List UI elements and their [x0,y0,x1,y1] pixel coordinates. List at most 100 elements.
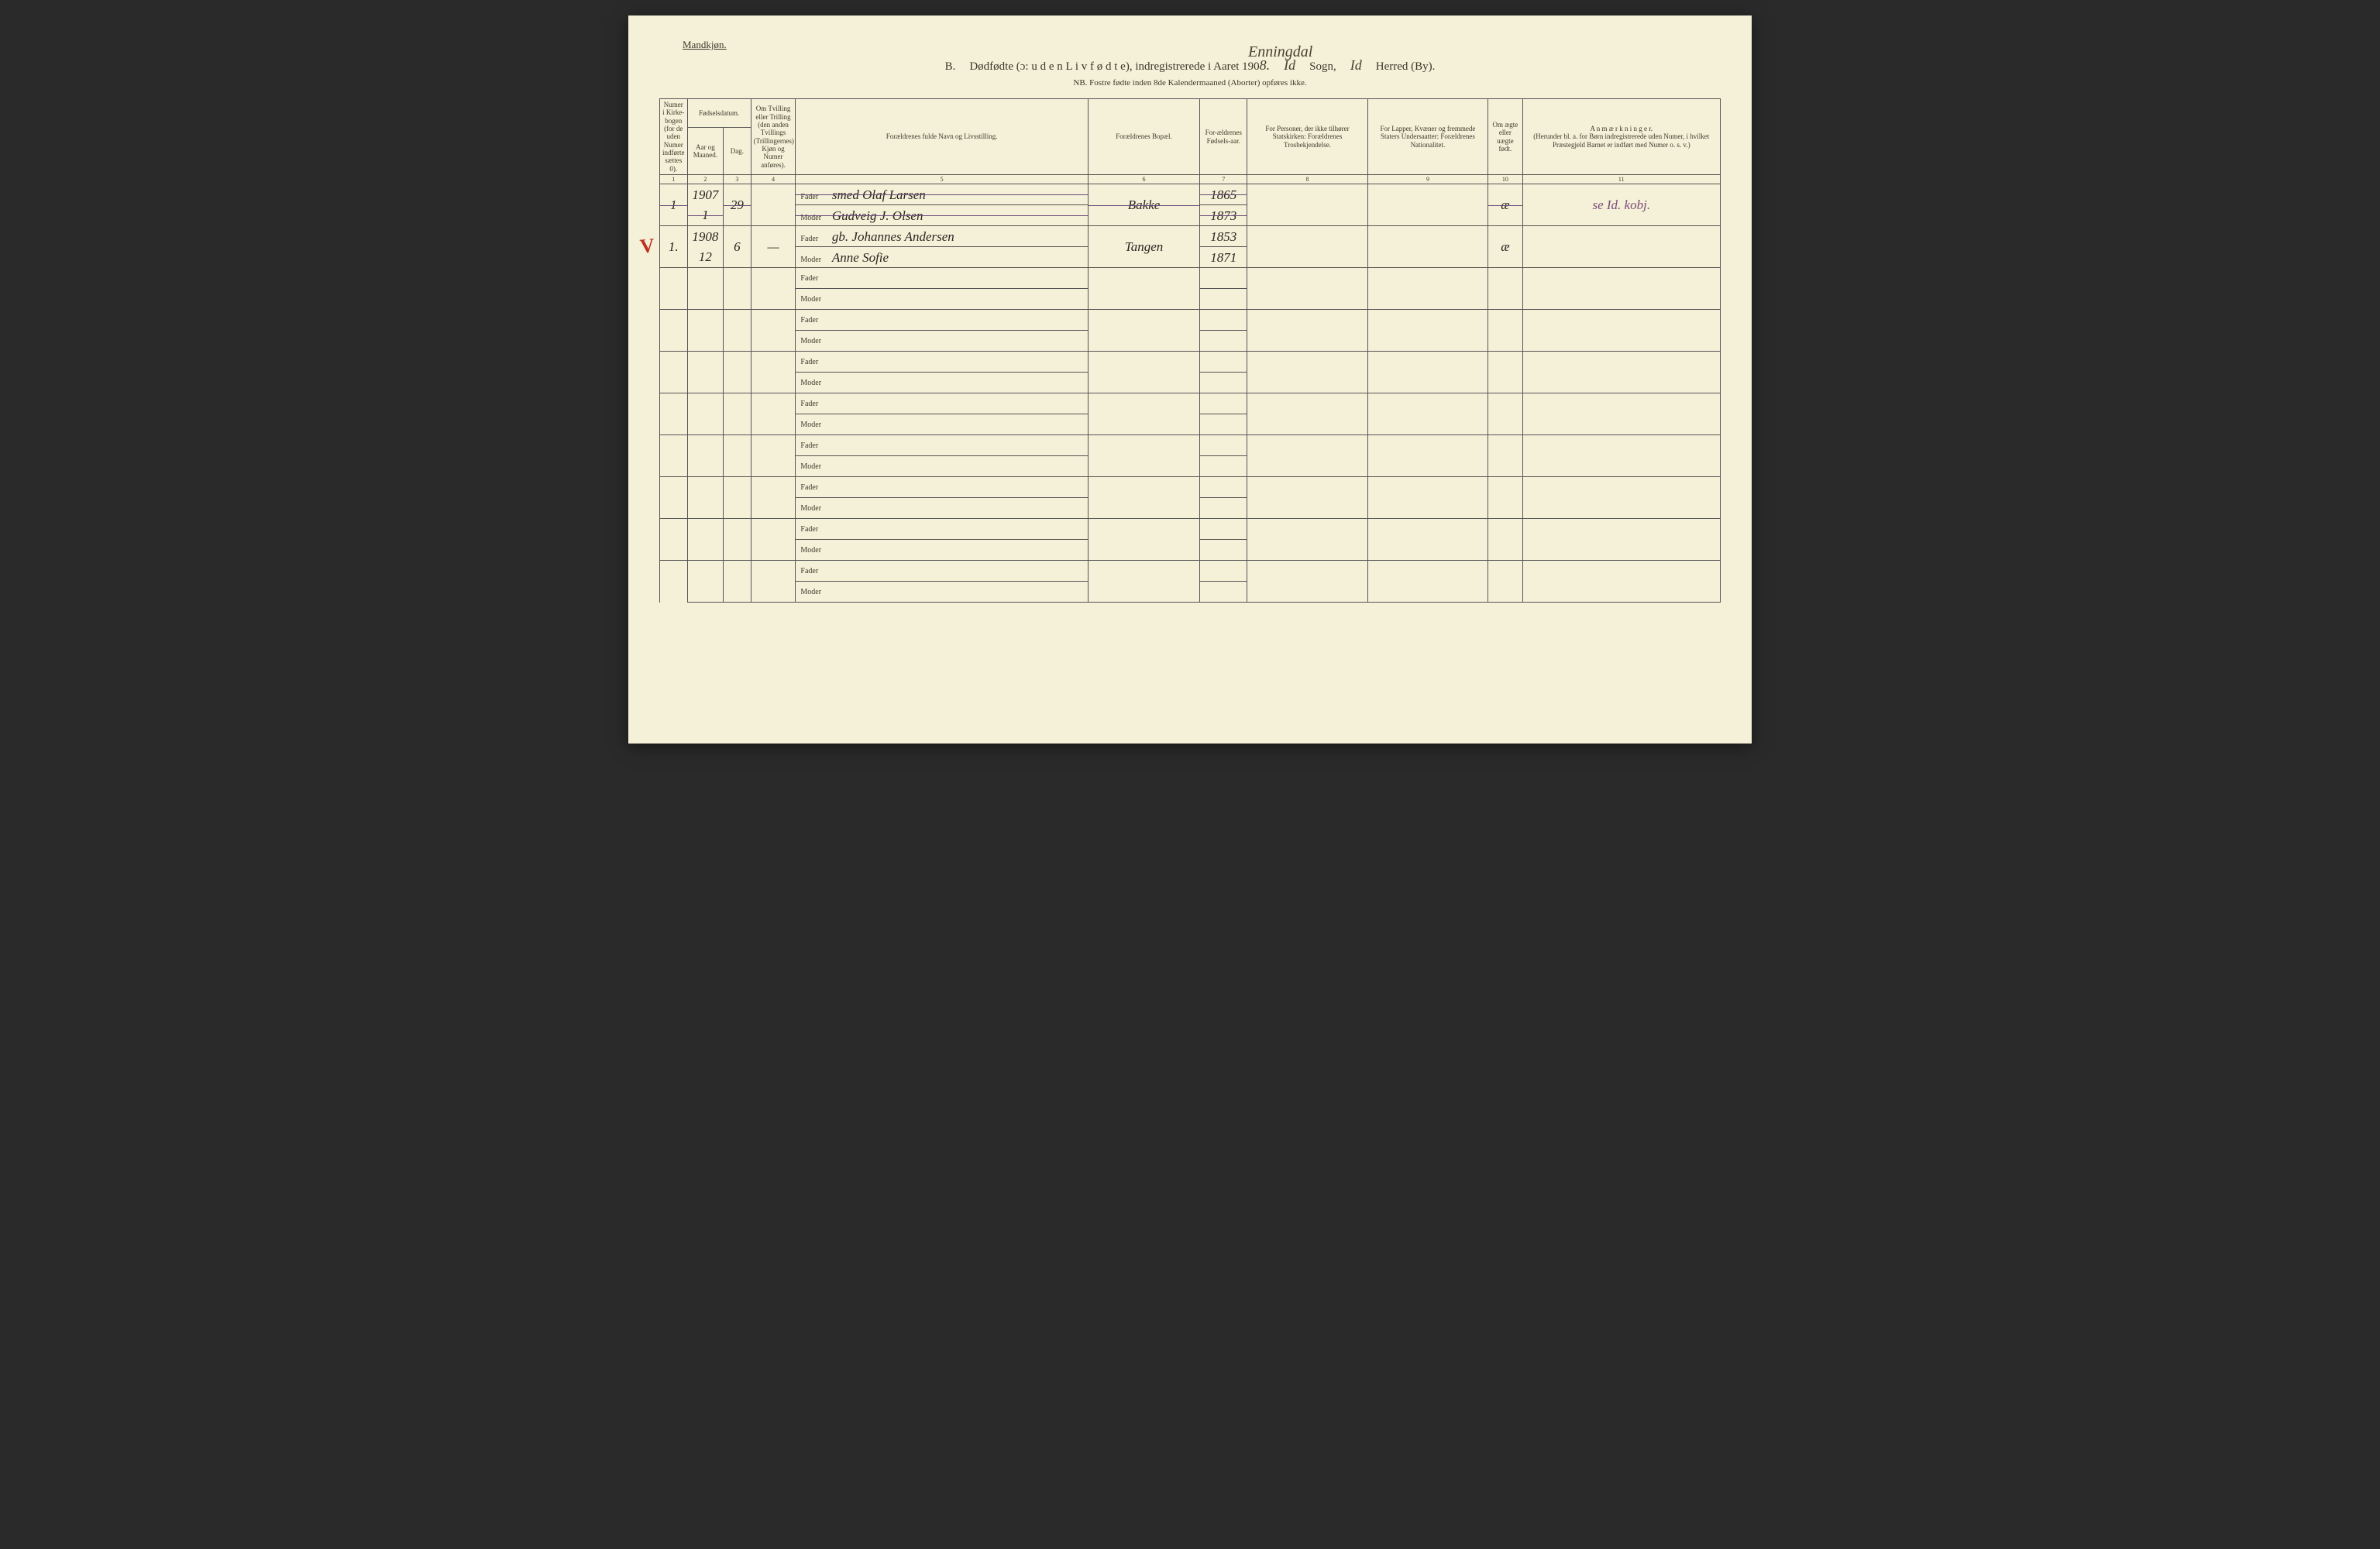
table-row: Fader [660,561,1721,582]
cell-mother: Moder [796,331,1088,352]
father-label: Fader [800,274,830,283]
cell-nat [1367,435,1488,477]
cell-twin [751,393,796,435]
cell-twin [751,519,796,561]
cell-fodaar-f: 1865 [1200,184,1247,205]
cell-mother: Moder Gudveig J. Olsen [796,205,1088,226]
cell-father: Fader [796,352,1088,373]
cell-day [724,352,751,393]
mother-label: Moder [800,504,830,513]
colnum: 6 [1088,175,1199,184]
cell-fodaar-m [1200,582,1247,603]
mother-label: Moder [800,337,830,346]
th-year: Aar og Maaned. [687,127,724,174]
mother-label: Moder [800,588,830,597]
table-header: Numer i Kirke-bogen (for de uden Numer i… [660,99,1721,184]
colnum: 3 [724,175,751,184]
herred-script: Id [1350,57,1362,74]
cell-tros [1247,184,1367,226]
th-twin: Om Tvilling eller Trilling (den anden Tv… [751,99,796,175]
cell-tros [1247,268,1367,310]
cell-aegte [1488,268,1522,310]
cell-father: Fader [796,268,1088,289]
colnum: 1 [660,175,688,184]
table-row: Fader [660,268,1721,289]
title-prefix: B. [945,60,956,74]
cell-mother: Moder [796,540,1088,561]
father-label: Fader [800,316,830,325]
cell-fodaar-m [1200,540,1247,561]
th-fodaar: For-ældrenes Fødsels-aar. [1200,99,1247,175]
mother-label: Moder [800,462,830,472]
th-date-top: Fødselsdatum. [687,99,751,128]
cell-anm [1522,268,1720,310]
cell-aegte: æ [1488,226,1522,268]
table-row: Fader [660,477,1721,498]
cell-fodaar-f [1200,477,1247,498]
cell-num [660,352,688,393]
cell-year [687,561,724,582]
cell-twin [751,435,796,477]
cell-day [724,268,751,310]
cell-month [687,373,724,393]
gender-label: Mandkjøn. [683,39,1721,51]
cell-father: Fader [796,435,1088,456]
colnum: 9 [1367,175,1488,184]
cell-bopael [1088,310,1199,352]
cell-twin [751,310,796,352]
cell-anm [1522,310,1720,352]
cell-anm [1522,519,1720,561]
th-aegte: Om ægte eller uægte født. [1488,99,1522,175]
colnum: 2 [687,175,724,184]
cell-year [687,519,724,540]
cell-anm [1522,352,1720,393]
cell-anm [1522,561,1720,603]
cell-aegte [1488,477,1522,519]
cell-bopael [1088,268,1199,310]
cell-anm [1522,435,1720,477]
cell-day [724,561,751,603]
cell-tros [1247,561,1367,603]
cell-month [687,289,724,310]
cell-mother: Moder [796,582,1088,603]
cell-year [687,393,724,414]
cell-fodaar-m [1200,498,1247,519]
father-label: Fader [800,358,830,367]
cell-twin [751,561,796,603]
cell-father: Fader smed Olaf Larsen [796,184,1088,205]
cell-year [687,310,724,331]
cell-month: 12 [687,247,724,268]
cell-year: 1907 [687,184,724,205]
document-page: Mandkjøn. Enningdal B. Dødfødte (ɔ: u d … [628,15,1752,744]
cell-tros [1247,477,1367,519]
mother-label: Moder [800,421,830,430]
cell-num [660,477,688,519]
cell-year [687,477,724,498]
cell-nat [1367,561,1488,603]
cell-month [687,540,724,561]
th-parents: Forældrenes fulde Navn og Livsstilling. [796,99,1088,175]
cell-aegte: æ [1488,184,1522,226]
mother-label: Moder [800,256,830,265]
father-label: Fader [800,441,830,451]
table-row: 1190729Fader smed Olaf LarsenBakke1865æs… [660,184,1721,205]
cell-tros [1247,435,1367,477]
cell-day: 29 [724,184,751,226]
cell-year [687,435,724,456]
table-row: Fader [660,310,1721,331]
cell-fodaar-f [1200,310,1247,331]
cell-father: Fader [796,477,1088,498]
mother-label: Moder [800,379,830,388]
cell-tros [1247,310,1367,352]
cell-tros [1247,352,1367,393]
cell-bopael [1088,435,1199,477]
father-label: Fader [800,483,830,493]
cell-nat [1367,393,1488,435]
cell-fodaar-m [1200,414,1247,435]
cell-year [687,268,724,289]
cell-fodaar-m [1200,331,1247,352]
table-row: Fader [660,435,1721,456]
colnum: 7 [1200,175,1247,184]
cell-day [724,310,751,352]
cell-fodaar-m [1200,289,1247,310]
